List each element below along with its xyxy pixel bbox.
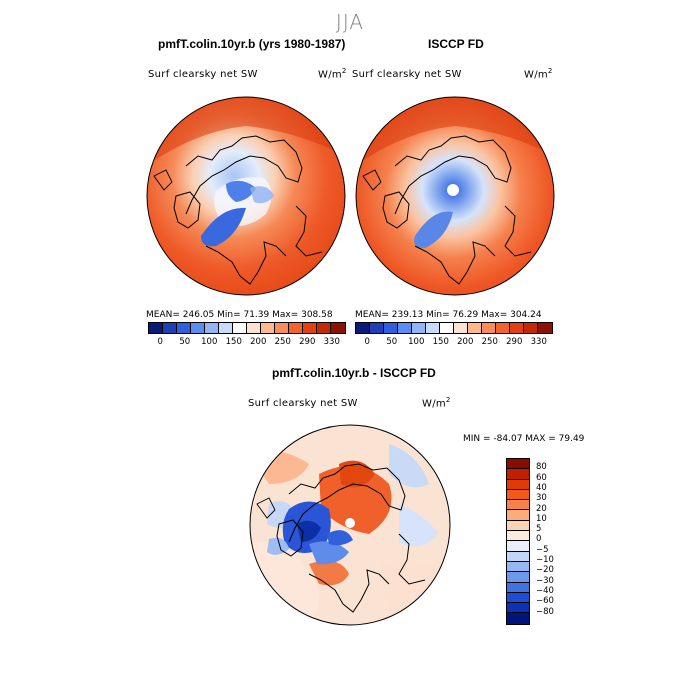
colorbar-swatch: [219, 323, 233, 333]
colorbar-tick-label: 250: [274, 337, 291, 347]
colorbar-tick-label: 0: [536, 534, 542, 545]
colorbar-swatch: [507, 592, 529, 604]
colorbar-swatch: [356, 323, 370, 333]
right-panel-field-label: Surf clearsky net SW: [352, 69, 462, 80]
colorbar-swatch: [303, 323, 317, 333]
colorbar-swatch: [510, 323, 524, 333]
diff-polar-map: [249, 424, 451, 626]
colorbar-tick-label: 250: [481, 337, 498, 347]
diff-panel-title: pmfT.colin.10yr.b - ISCCP FD: [272, 366, 436, 380]
colorbar-tick-label: 200: [250, 337, 267, 347]
colorbar-swatch: [149, 323, 163, 333]
colorbar-swatch: [496, 323, 510, 333]
colorbar-tick-label: 80: [536, 462, 547, 473]
colorbar-tick-label: 60: [536, 472, 547, 483]
colorbar-swatch: [507, 469, 529, 480]
colorbar-swatch: [468, 323, 482, 333]
colorbar-tick-label: −60: [536, 596, 554, 607]
left-panel-title: pmfT.colin.10yr.b (yrs 1980-1987): [158, 37, 346, 51]
colorbar-swatch: [507, 489, 529, 501]
colorbar-tick-label: 50: [179, 337, 191, 347]
right-colorbar: 0 50 100 150 200 250 290 330: [355, 322, 553, 347]
colorbar-swatch: [507, 520, 529, 532]
colorbar-swatch: [163, 323, 177, 333]
colorbar-tick-label: 150: [432, 337, 449, 347]
colorbar-tick-label: −20: [536, 565, 554, 576]
colorbar-tick-label: 40: [536, 482, 547, 493]
left-panel-stats: MEAN= 246.05 Min= 71.39 Max= 308.58: [146, 310, 333, 320]
colorbar-swatch: [507, 459, 529, 470]
left-panel-units: W/m2: [318, 67, 347, 81]
colorbar-tick-label: 10: [536, 513, 547, 524]
colorbar-swatch: [275, 323, 289, 333]
colorbar-swatch: [440, 323, 454, 333]
colorbar-tick-label: 30: [536, 493, 547, 504]
colorbar-swatch: [482, 323, 496, 333]
diff-panel-field-label: Surf clearsky net SW: [248, 398, 358, 409]
colorbar-swatch: [507, 603, 529, 614]
colorbar-swatch: [538, 323, 552, 333]
colorbar-tick-label: 290: [506, 337, 523, 347]
right-panel-stats: MEAN= 239.13 Min= 76.29 Max= 304.24: [355, 310, 542, 320]
colorbar-swatch: [177, 323, 191, 333]
left-colorbar: 0 50 100 150 200 250 290 330: [148, 322, 346, 347]
colorbar-tick-label: 0: [157, 337, 163, 347]
colorbar-swatch: [370, 323, 384, 333]
colorbar-tick-label: −5: [536, 544, 549, 555]
right-panel-title: ISCCP FD: [428, 37, 484, 51]
colorbar-swatch: [384, 323, 398, 333]
colorbar-swatch: [289, 323, 303, 333]
colorbar-swatch: [507, 551, 529, 562]
colorbar-swatch: [261, 323, 275, 333]
colorbar-swatch: [507, 572, 529, 583]
colorbar-swatch: [454, 323, 468, 333]
right-panel-units: W/m2: [524, 67, 553, 81]
colorbar-swatch: [507, 613, 529, 624]
colorbar-tick-label: −80: [536, 606, 554, 617]
colorbar-swatch: [507, 561, 529, 573]
right-polar-map: [355, 96, 555, 296]
colorbar-swatch: [507, 541, 529, 552]
colorbar-tick-label: 290: [299, 337, 316, 347]
colorbar-swatch: [524, 323, 538, 333]
colorbar-tick-label: 100: [408, 337, 425, 347]
colorbar-tick-label: 330: [530, 337, 547, 347]
colorbar-swatch: [507, 500, 529, 511]
colorbar-swatch: [317, 323, 331, 333]
left-panel-field-label: Surf clearsky net SW: [148, 69, 258, 80]
colorbar-swatch: [412, 323, 426, 333]
diff-colorbar: 80 60 40 30 20 10 5 0 −5 −10 −20 −30 −40 −60 −80: [506, 458, 554, 625]
colorbar-tick-label: 100: [201, 337, 218, 347]
colorbar-swatch: [507, 582, 529, 593]
colorbar-swatch: [507, 479, 529, 490]
colorbar-tick-label: −30: [536, 575, 554, 586]
diff-panel-units: W/m2: [422, 396, 451, 410]
colorbar-tick-label: 330: [323, 337, 340, 347]
colorbar-swatch: [398, 323, 412, 333]
colorbar-tick-label: −10: [536, 555, 554, 565]
colorbar-swatch: [233, 323, 247, 333]
left-polar-map: [146, 96, 346, 296]
colorbar-swatch: [247, 323, 261, 333]
colorbar-tick-label: 150: [225, 337, 242, 347]
colorbar-swatch: [426, 323, 440, 333]
colorbar-swatch: [507, 510, 529, 521]
colorbar-tick-label: 20: [536, 503, 547, 514]
colorbar-swatch: [507, 531, 529, 542]
diff-panel-minmax: MIN = -84.07 MAX = 79.49: [463, 434, 585, 444]
colorbar-tick-label: 50: [386, 337, 398, 347]
colorbar-tick-label: −40: [536, 585, 554, 596]
colorbar-tick-label: 5: [536, 524, 542, 535]
colorbar-swatch: [205, 323, 219, 333]
figure-season-title: JJA: [335, 10, 365, 34]
colorbar-swatch: [331, 323, 345, 333]
colorbar-swatch: [191, 323, 205, 333]
colorbar-tick-label: 200: [457, 337, 474, 347]
colorbar-tick-label: 0: [364, 337, 370, 347]
